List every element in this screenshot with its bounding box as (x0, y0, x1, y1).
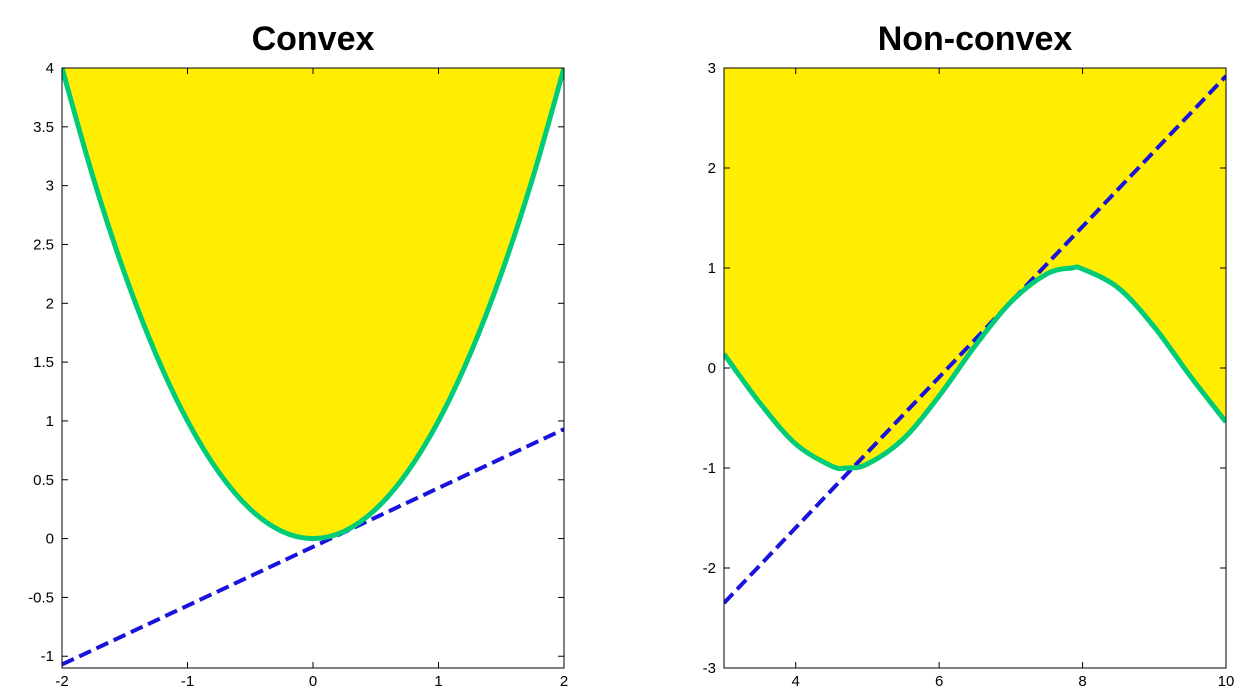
y-tick-label: -3 (703, 660, 716, 677)
x-tick-label: 0 (309, 673, 317, 690)
epigraph-region (724, 68, 1226, 469)
function-curve (62, 68, 564, 542)
y-tick-label: 3 (46, 178, 54, 195)
y-tick-label: -0.5 (28, 589, 54, 606)
convex-chart: Convex -2 -1 0 1 2-1-0.500.511.522.533.54 (28, 20, 568, 690)
function-curve (724, 264, 1226, 472)
y-tick-label: 2 (46, 295, 54, 312)
y-tick-label: -1 (41, 648, 54, 665)
y-tick-label: 3 (708, 60, 716, 77)
y-tick-label: 3.5 (33, 119, 54, 136)
y-tick-label: 0 (46, 531, 54, 548)
y-tick-label: 1.5 (33, 354, 54, 371)
x-tick-label: 6 (935, 673, 943, 690)
y-tick-label: 2.5 (33, 236, 54, 253)
x-tick-label: -1 (181, 673, 194, 690)
tangent-line (62, 427, 564, 667)
y-tick-label: 0.5 (33, 472, 54, 489)
x-tick-label: -2 (55, 673, 68, 690)
x-tick-label: 10 (1218, 673, 1235, 690)
y-tick-label: -2 (703, 560, 716, 577)
y-tick-label: 1 (46, 413, 54, 430)
chart-title: Convex (252, 20, 375, 58)
tangent-line (724, 74, 1226, 605)
y-tick-label: -1 (703, 460, 716, 477)
chart-title: Non-convex (878, 20, 1073, 58)
x-tick-label: 4 (792, 673, 800, 690)
y-tick-label: 2 (708, 160, 716, 177)
x-tick-label: 2 (560, 673, 568, 690)
x-tick-label: 1 (434, 673, 442, 690)
x-tick-label: 8 (1078, 673, 1086, 690)
y-tick-label: 0 (708, 360, 716, 377)
y-tick-label: 1 (708, 260, 716, 277)
epigraph-region (62, 68, 564, 539)
non-convex-chart: Non-convex 4 6 8 10 -3 -2 -1 0 1 2 3 (703, 20, 1235, 690)
y-tick-label: 4 (46, 60, 54, 77)
